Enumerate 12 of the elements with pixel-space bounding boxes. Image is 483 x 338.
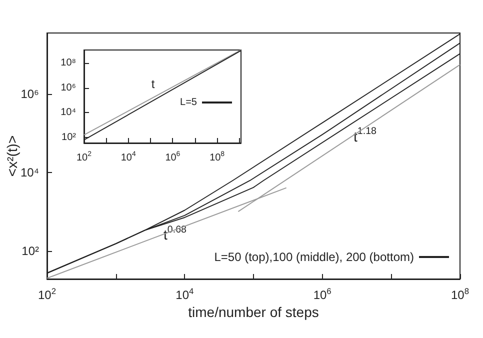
y-tick-label: 10⁶ xyxy=(20,87,40,102)
y-tick-label: 10⁸ xyxy=(60,57,76,68)
y-tick-label: 10² xyxy=(62,132,77,143)
legend-label: L=50 (top),100 (middle), 200 (bottom) xyxy=(214,250,414,264)
y-tick-label: 10⁴ xyxy=(60,107,76,118)
legend-label: L=5 xyxy=(180,97,198,108)
x-axis-title: time/number of steps xyxy=(188,304,319,320)
y-tick-label: 10⁶ xyxy=(60,82,76,94)
y-tick-label: 10⁴ xyxy=(20,166,39,180)
annotation: t xyxy=(151,76,156,91)
y-axis-title: <x²(t)> xyxy=(4,135,20,177)
y-tick-label: 10² xyxy=(22,244,40,258)
